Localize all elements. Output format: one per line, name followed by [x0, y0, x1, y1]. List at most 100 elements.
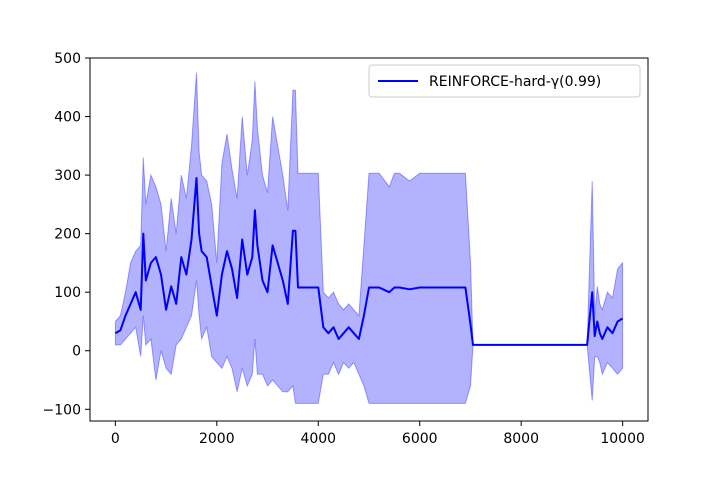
data-point	[287, 303, 289, 305]
data-point	[155, 256, 157, 258]
data-point	[221, 274, 223, 276]
data-point	[323, 327, 325, 329]
data-point	[586, 344, 588, 346]
y-tick-label: 200	[54, 227, 81, 243]
data-point	[378, 287, 380, 289]
data-point	[338, 338, 340, 340]
data-point	[409, 289, 411, 291]
data-point	[399, 287, 401, 289]
plot-frame	[89, 57, 649, 422]
data-point	[170, 286, 172, 288]
data-point	[247, 274, 249, 276]
y-tick-label: 100	[54, 285, 81, 301]
data-point	[343, 332, 345, 334]
data-point	[348, 327, 350, 329]
y-tick-label: 0	[72, 344, 81, 360]
data-point	[419, 287, 421, 289]
data-point	[449, 287, 451, 289]
data-point	[140, 309, 142, 311]
data-point	[363, 315, 365, 317]
data-point	[282, 280, 284, 282]
data-point	[591, 291, 593, 293]
axes: 0 2000 4000 6000 8000 10000 −100 0 100 200 300 400 5…	[43, 51, 645, 447]
data-point	[292, 230, 294, 232]
x-tick-label: 2000	[199, 431, 235, 447]
data-point	[143, 233, 145, 235]
data-point	[612, 332, 614, 334]
data-point	[495, 344, 497, 346]
legend: REINFORCE-hard-γ(0.99)	[368, 64, 641, 98]
data-point	[150, 262, 152, 264]
data-point	[254, 209, 256, 211]
data-point	[120, 330, 122, 332]
data-point	[262, 280, 264, 282]
data-point	[358, 338, 360, 340]
series-line-0	[114, 177, 624, 346]
data-point	[175, 303, 177, 305]
data-point	[135, 291, 137, 293]
data-point	[571, 344, 573, 346]
data-point	[594, 335, 596, 337]
data-point	[272, 245, 274, 247]
data-point	[302, 287, 304, 289]
data-point	[394, 287, 396, 289]
x-tick-label: 0	[111, 431, 120, 447]
data-point	[368, 287, 370, 289]
data-point	[460, 287, 462, 289]
data-point	[267, 291, 269, 293]
data-point	[231, 268, 233, 270]
data-point	[201, 250, 203, 252]
data-point	[602, 338, 604, 340]
data-point	[429, 287, 431, 289]
data-point	[236, 297, 238, 299]
data-point	[353, 332, 355, 334]
x-tick-label: 8000	[503, 431, 539, 447]
data-point	[439, 287, 441, 289]
legend-box	[368, 64, 641, 98]
data-point	[125, 315, 127, 317]
data-point	[226, 250, 228, 252]
data-point	[597, 321, 599, 323]
y-tick-label: −100	[43, 402, 81, 418]
data-point	[186, 274, 188, 276]
series-band-0	[114, 72, 624, 404]
data-point	[307, 287, 309, 289]
data-point	[328, 332, 330, 334]
x-tick-label: 4000	[300, 431, 336, 447]
data-point	[181, 256, 183, 258]
data-point	[196, 177, 198, 179]
data-point	[216, 315, 218, 317]
data-point	[465, 287, 467, 289]
x-tick-label: 6000	[402, 431, 438, 447]
data-point	[297, 287, 299, 289]
data-point	[252, 256, 254, 258]
legend-label: REINFORCE-hard-γ(0.99)	[429, 74, 601, 90]
data-point	[312, 287, 314, 289]
data-point	[130, 303, 132, 305]
data-point	[206, 256, 208, 258]
data-point	[257, 245, 259, 247]
data-point	[295, 230, 297, 232]
data-point	[607, 327, 609, 329]
data-point	[191, 239, 193, 241]
data-point	[145, 280, 147, 282]
data-point	[520, 344, 522, 346]
plot-area	[114, 72, 624, 404]
data-point	[622, 318, 624, 320]
y-tick-label: 300	[54, 168, 81, 184]
y-tick-label: 500	[54, 51, 81, 67]
data-point	[333, 327, 335, 329]
y-tick-label: 400	[54, 110, 81, 126]
data-point	[277, 262, 279, 264]
data-point	[241, 239, 243, 241]
data-point	[211, 286, 213, 288]
data-point	[198, 233, 200, 235]
data-point	[599, 332, 601, 334]
data-point	[318, 287, 320, 289]
data-point	[546, 344, 548, 346]
data-point	[617, 321, 619, 323]
data-point	[472, 344, 474, 346]
data-point	[165, 309, 167, 311]
data-point	[470, 324, 472, 326]
